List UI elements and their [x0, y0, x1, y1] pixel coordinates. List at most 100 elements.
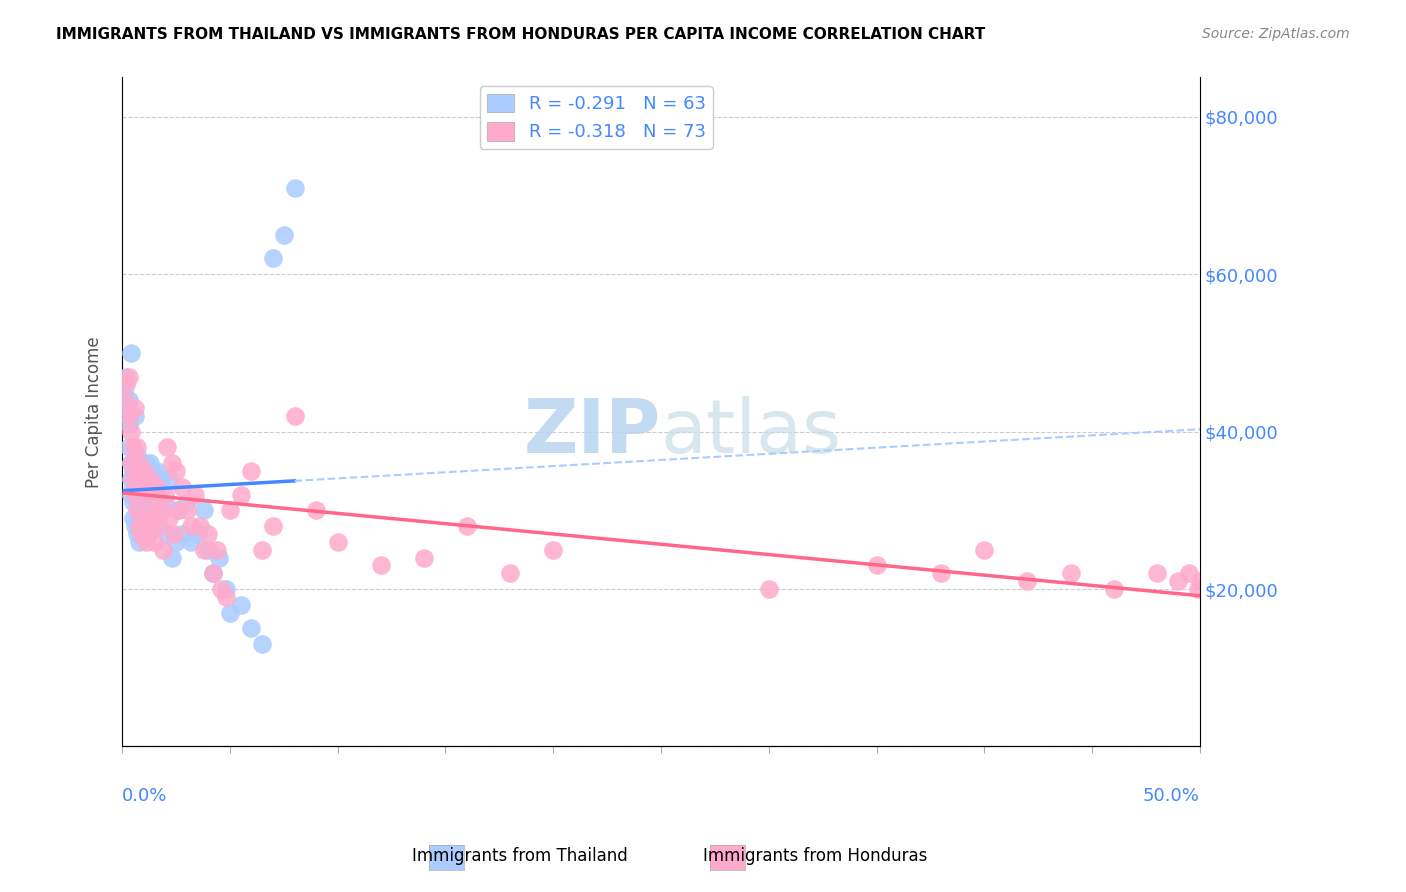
Point [143, 480, 166, 494]
Point [128, 456, 150, 470]
Point [973, 542, 995, 557]
Point [152, 542, 174, 557]
Point [167, 503, 190, 517]
Point [148, 519, 170, 533]
Point [240, 621, 263, 635]
Point [176, 503, 198, 517]
Point [121, 511, 143, 525]
Point [141, 464, 163, 478]
Point [127, 441, 149, 455]
Point [121, 480, 143, 494]
Point [250, 637, 273, 651]
Point [165, 534, 187, 549]
Text: 50.0%: 50.0% [1143, 787, 1199, 805]
Point [148, 503, 170, 517]
Point [132, 511, 155, 525]
Point [201, 566, 224, 581]
Point [120, 456, 142, 470]
Point [160, 456, 183, 470]
Point [135, 534, 157, 549]
Point [117, 393, 139, 408]
Point [201, 566, 224, 581]
Point [131, 503, 153, 517]
Point [167, 503, 190, 517]
Point [499, 566, 522, 581]
Point [136, 487, 159, 501]
Point [145, 464, 167, 478]
Point [121, 464, 143, 478]
Point [117, 441, 139, 455]
Point [1146, 566, 1168, 581]
Point [128, 519, 150, 533]
Point [184, 487, 207, 501]
Point [218, 503, 240, 517]
Point [1178, 566, 1201, 581]
Point [120, 456, 142, 470]
Text: 0.0%: 0.0% [122, 787, 167, 805]
Point [120, 487, 142, 501]
Point [193, 542, 215, 557]
Point [1017, 574, 1039, 589]
Point [139, 511, 162, 525]
Point [115, 377, 138, 392]
Point [141, 511, 163, 525]
Text: Immigrants from Thailand: Immigrants from Thailand [412, 847, 628, 865]
Point [1102, 582, 1125, 596]
Point [229, 487, 252, 501]
Point [136, 527, 159, 541]
Point [240, 464, 263, 478]
Point [132, 464, 155, 478]
Point [456, 519, 478, 533]
Point [131, 472, 153, 486]
Point [370, 558, 392, 573]
Point [197, 542, 219, 557]
Point [124, 409, 146, 423]
Text: atlas: atlas [661, 395, 842, 468]
Point [188, 519, 211, 533]
Point [120, 425, 142, 439]
Text: ZIP: ZIP [523, 395, 661, 468]
Point [305, 503, 328, 517]
Point [136, 480, 159, 494]
Point [156, 441, 179, 455]
Point [121, 495, 143, 509]
Point [131, 472, 153, 486]
Point [159, 511, 181, 525]
Point [127, 448, 149, 462]
Point [156, 527, 179, 541]
Point [186, 527, 208, 541]
Point [1167, 574, 1189, 589]
Point [112, 393, 135, 408]
Point [160, 550, 183, 565]
Point [117, 417, 139, 431]
Point [128, 534, 150, 549]
Point [127, 503, 149, 517]
Point [250, 542, 273, 557]
Y-axis label: Per Capita Income: Per Capita Income [86, 336, 103, 488]
Point [929, 566, 952, 581]
Point [153, 487, 176, 501]
Point [1187, 582, 1209, 596]
Point [139, 472, 162, 486]
Point [135, 511, 157, 525]
Point [283, 180, 305, 194]
Point [128, 511, 150, 525]
Point [214, 582, 236, 596]
Point [1059, 566, 1081, 581]
Point [152, 503, 174, 517]
Point [135, 480, 157, 494]
Point [262, 519, 284, 533]
Point [132, 519, 155, 533]
Point [149, 503, 172, 517]
Point [120, 346, 142, 360]
Point [135, 456, 157, 470]
Point [120, 472, 142, 486]
Point [283, 409, 305, 423]
Point [193, 503, 215, 517]
Point [262, 252, 284, 266]
Point [112, 385, 135, 400]
Point [208, 550, 231, 565]
Point [124, 487, 146, 501]
Point [132, 464, 155, 478]
Point [143, 495, 166, 509]
